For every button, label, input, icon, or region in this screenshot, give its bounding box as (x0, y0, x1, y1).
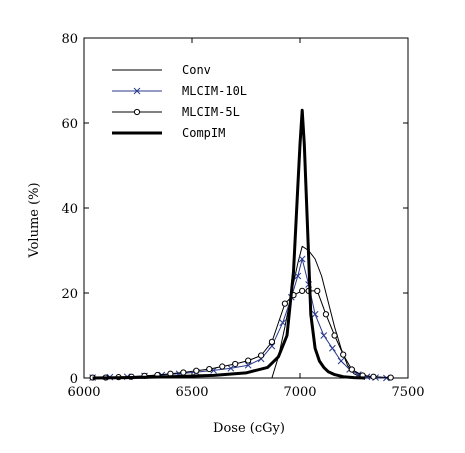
legend-label: Conv (182, 63, 211, 77)
data-point-circle-marker (206, 365, 213, 373)
legend-item: MLCIM-10L (112, 84, 247, 98)
data-point-x-marker (329, 344, 336, 352)
data-point-circle-marker (232, 360, 239, 368)
data-point-x-marker (279, 319, 287, 327)
legend-item: Conv (112, 63, 211, 77)
x-axis-label: Dose (cGy) (213, 421, 285, 436)
legend-label: MLCIM-5L (182, 105, 240, 119)
x-tick-label: 7500 (391, 385, 424, 400)
data-point-circle-marker (370, 373, 377, 380)
data-point-circle-marker (281, 300, 288, 307)
series-line (92, 290, 391, 379)
x-tick-label: 6500 (175, 385, 208, 400)
data-point-circle-marker (322, 311, 330, 318)
data-point-circle-marker (387, 374, 394, 381)
data-point-x-marker (298, 255, 306, 263)
data-point-circle-marker (258, 352, 265, 359)
axis-ticks: 6000 6500 7000 7500 0 20 40 60 80 (61, 32, 424, 400)
series-mlcim-5l (89, 287, 394, 381)
y-tick-label: 20 (61, 287, 78, 302)
data-point-circle-marker (299, 287, 306, 294)
y-tick-label: 80 (61, 32, 78, 47)
series-line (92, 108, 365, 380)
data-point-circle-marker (219, 363, 226, 370)
data-point-x-marker (337, 357, 345, 365)
data-point-circle-marker (340, 351, 347, 358)
y-axis-label: Volume (%) (27, 182, 42, 258)
legend: Conv MLCIM-10L MLCIM-5L CompIM (112, 63, 247, 140)
legend-label: MLCIM-10L (182, 84, 247, 98)
data-point-circle-marker (348, 366, 355, 373)
data-point-circle-marker (331, 332, 338, 339)
data-point-x-marker (320, 332, 328, 339)
y-tick-label: 0 (70, 372, 78, 387)
data-point-x-marker (311, 310, 319, 318)
data-point-x-marker (294, 272, 302, 280)
series-mlcim-10l (89, 255, 390, 382)
data-point-circle-marker (193, 367, 200, 374)
x-tick-label: 6000 (67, 385, 100, 400)
y-tick-label: 60 (61, 117, 78, 132)
data-point-circle-marker (245, 357, 252, 364)
series-lines (89, 108, 394, 382)
data-point-circle-marker (314, 287, 321, 294)
data-point-circle-marker (268, 338, 276, 345)
series-compim (92, 108, 365, 380)
data-point-x-marker (244, 361, 252, 369)
y-tick-label: 40 (61, 202, 78, 217)
legend-label: CompIM (182, 126, 225, 140)
data-point-x-marker (133, 87, 141, 95)
data-point-x-marker (227, 364, 235, 372)
data-point-circle-marker (180, 369, 187, 376)
data-point-circle-marker (133, 108, 141, 116)
legend-item: CompIM (112, 126, 225, 140)
legend-item: MLCIM-5L (112, 105, 240, 119)
x-tick-label: 7000 (283, 385, 316, 400)
